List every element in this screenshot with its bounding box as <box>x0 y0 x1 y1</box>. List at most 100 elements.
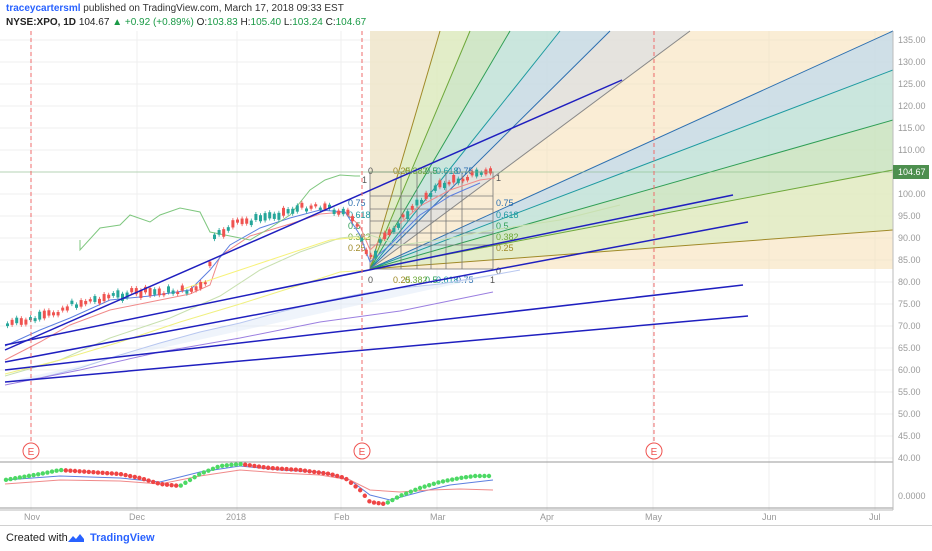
osc-dot <box>454 476 459 481</box>
candle-body <box>452 175 456 183</box>
price-axis-label: 45.00 <box>898 431 921 441</box>
candle-body <box>351 216 354 222</box>
publish-line: traceycartersml published on TradingView… <box>6 2 344 15</box>
candle-body <box>93 296 97 302</box>
earnings-marker-2[interactable]: E <box>353 442 371 460</box>
candle-body <box>139 290 143 298</box>
osc-dot <box>201 470 206 475</box>
symbol-name[interactable]: NYSE:XPO, 1D <box>6 17 77 28</box>
candle-body <box>194 286 198 291</box>
change-arrow-icon: ▲ <box>112 17 123 28</box>
osc-dot <box>385 500 390 505</box>
price-chart[interactable]: 0 0.25 0.382 0.5 0.618 0.75 1 0 0.25 0.3… <box>0 30 932 525</box>
osc-dot <box>339 474 344 480</box>
time-axis[interactable]: Nov Dec 2018 Feb Mar Apr May Jun Jul <box>0 509 893 522</box>
candle-body <box>213 234 216 240</box>
candle-body <box>447 181 451 185</box>
candlesticks <box>6 166 492 329</box>
candle-body <box>42 310 46 319</box>
osc-dot <box>243 462 248 467</box>
osc-dot <box>123 472 128 478</box>
candle-body <box>144 286 147 293</box>
candle-body <box>65 306 69 311</box>
candle-body <box>245 218 249 224</box>
candle-body <box>410 205 414 210</box>
earnings-markers[interactable]: E E E <box>22 442 663 460</box>
candle-body <box>70 300 74 305</box>
price-axis-label: 130.00 <box>898 57 926 67</box>
author-link[interactable]: traceycartersml <box>6 3 81 14</box>
candle-body <box>300 202 304 208</box>
candle-body <box>461 178 465 182</box>
fib-bottom-05: 0.5 <box>425 275 438 285</box>
osc-dot <box>215 464 220 470</box>
candle-body <box>190 288 193 292</box>
fib-grid-lines <box>369 171 494 270</box>
candle-body <box>226 227 230 231</box>
osc-dot <box>422 484 427 489</box>
fib-right-0: 0 <box>496 266 501 276</box>
osc-dot <box>26 473 32 479</box>
candle-body <box>134 288 138 295</box>
tradingview-logo-icon <box>68 534 84 542</box>
price-axis-label: 65.00 <box>898 343 921 353</box>
osc-dot <box>440 479 446 484</box>
candle-body <box>263 213 267 221</box>
price-axis-label: 50.00 <box>898 409 921 419</box>
fib-left-0382: 0.382 <box>348 232 371 242</box>
candle-body <box>332 209 336 215</box>
osc-dot <box>293 467 298 472</box>
candle-body <box>203 282 207 285</box>
yellow-ma-2 <box>179 237 370 291</box>
osc-dot <box>3 477 9 483</box>
osc-dot <box>114 471 119 476</box>
last-price: 104.67 <box>78 17 110 28</box>
time-label-mar: Mar <box>430 512 446 522</box>
lagging-span <box>79 174 360 252</box>
candle-body <box>424 192 428 200</box>
candle-body <box>208 261 212 267</box>
osc-dot <box>413 487 418 493</box>
candle-body <box>387 229 391 236</box>
candle-body <box>479 172 483 175</box>
osc-dot <box>468 474 473 479</box>
osc-dot <box>473 473 478 479</box>
candle-body <box>291 208 295 214</box>
fib-top-0618: 0.618 <box>436 166 459 176</box>
fib-speed-resistance-fan[interactable]: 0 0.25 0.382 0.5 0.618 0.75 1 0 0.25 0.3… <box>348 30 894 285</box>
osc-dot <box>279 466 285 471</box>
price-axis[interactable]: 135.00130.00125.00120.00115.00110.00105.… <box>892 31 929 510</box>
fib-right-0618: 0.618 <box>496 210 519 220</box>
osc-dot <box>394 495 400 500</box>
osc-dot <box>17 475 22 480</box>
osc-dot <box>72 468 78 474</box>
candle-body <box>56 312 60 316</box>
earnings-marker-1[interactable]: E <box>22 442 40 460</box>
candle-body <box>24 319 28 325</box>
oscillator-pane[interactable] <box>0 461 893 509</box>
candle-body <box>240 218 244 225</box>
fib-right-025: 0.25 <box>496 243 514 253</box>
earnings-lines <box>30 31 655 442</box>
osc-dot <box>307 469 312 474</box>
tradingview-brand-link[interactable]: TradingView <box>90 532 155 544</box>
price-axis-label: 55.00 <box>898 387 921 397</box>
candle-body <box>309 205 313 209</box>
candle-body <box>355 224 359 227</box>
osc-dot <box>151 479 156 485</box>
osc-dot <box>77 469 82 474</box>
current-price-tag-text: 104.67 <box>898 167 926 177</box>
trendlines[interactable] <box>4 79 749 383</box>
fib-top-025: 0.25 <box>393 166 411 176</box>
earnings-marker-3[interactable]: E <box>645 442 663 460</box>
fib-right-0382: 0.382 <box>496 232 519 242</box>
time-label-jun: Jun <box>762 512 777 522</box>
osc-dot <box>128 473 133 479</box>
osc-dot <box>36 472 41 477</box>
price-axis-label: 80.00 <box>898 277 921 287</box>
osc-dot <box>22 474 27 479</box>
price-axis-label: 95.00 <box>898 211 921 221</box>
osc-dot <box>220 463 225 468</box>
price-axis-label: 125.00 <box>898 79 926 89</box>
fib-bottom-025: 0.25 <box>393 275 411 285</box>
